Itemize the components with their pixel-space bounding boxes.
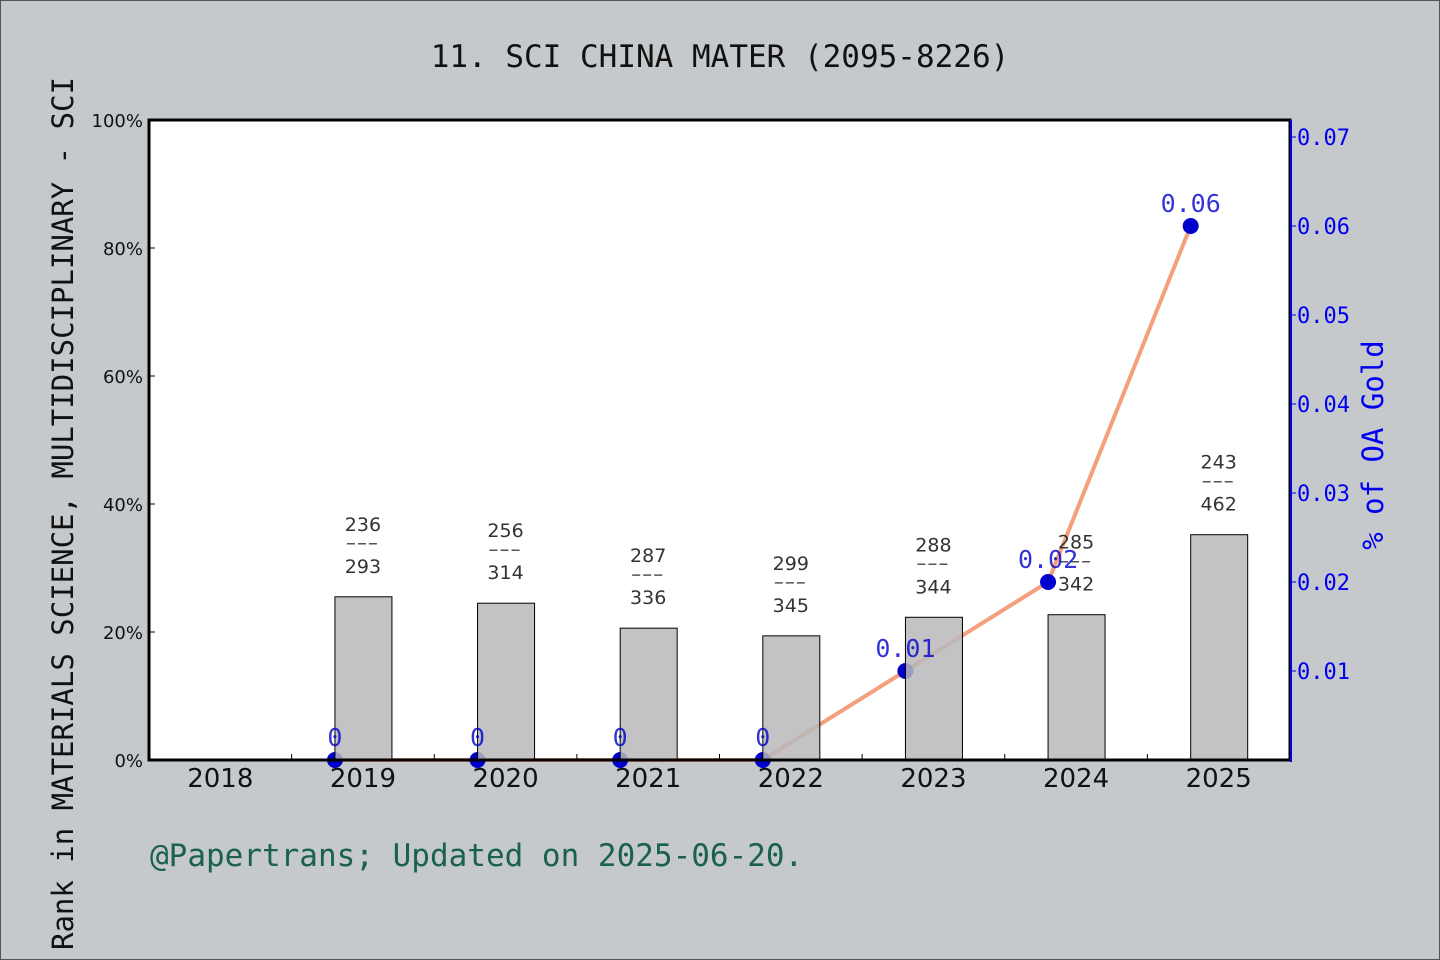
y2-tick-label: 0.06 — [1297, 215, 1350, 240]
rank-label: 256 — [487, 520, 523, 542]
y-tick-label: 20% — [103, 623, 143, 644]
oa-gold-point — [1040, 574, 1057, 590]
y-tick-label: 60% — [103, 367, 143, 388]
x-tick-label: 2021 — [615, 764, 681, 794]
y-tick-label: 100% — [92, 111, 143, 132]
y2-tick-label: 0.03 — [1297, 482, 1350, 507]
rank-bar — [762, 635, 821, 761]
oa-gold-value-label: 0.06 — [1161, 189, 1221, 218]
rank-label: 243 — [1201, 452, 1237, 474]
x-tick-label: 2019 — [330, 764, 396, 794]
rank-label: 299 — [773, 553, 809, 575]
oa-gold-value-label: 0 — [327, 723, 342, 752]
x-tick-label: 2022 — [758, 764, 824, 794]
oa-gold-value-label: 0.01 — [875, 634, 935, 663]
chart-title: 11. SCI CHINA MATER (2095-8226) — [431, 39, 1010, 75]
rank-label: 285 — [1058, 532, 1094, 554]
y-tick-label: 40% — [103, 495, 143, 516]
rank-bar — [904, 616, 963, 761]
y2-tick-label: 0.05 — [1297, 304, 1350, 329]
rank-label: 287 — [630, 545, 666, 567]
oa-gold-value-label: 0 — [470, 723, 485, 752]
total-label: 336 — [630, 587, 666, 609]
rank-bar — [477, 602, 536, 761]
rank-bar — [619, 627, 678, 761]
y2-tick-label: 0.07 — [1297, 126, 1350, 151]
rank-label: 236 — [345, 514, 381, 536]
x-tick-label: 2024 — [1043, 764, 1109, 794]
total-label: 293 — [345, 556, 381, 578]
rank-bar — [334, 596, 393, 761]
y-tick-label: 80% — [103, 239, 143, 260]
total-label: 345 — [773, 595, 809, 617]
rank-label: 288 — [915, 534, 951, 556]
footer-credit: @Papertrans; Updated on 2025-06-20. — [150, 838, 803, 874]
y2-axis-label: % of OA Gold — [1356, 340, 1390, 550]
total-label: 344 — [915, 576, 951, 598]
oa-gold-value-label: 0.02 — [1018, 545, 1078, 574]
total-label: 342 — [1058, 574, 1094, 596]
y2-tick-label: 0.02 — [1297, 571, 1350, 596]
rank-bar — [1190, 534, 1249, 761]
x-tick-label: 2020 — [472, 764, 538, 794]
total-label: 462 — [1201, 494, 1237, 516]
x-tick-label: 2023 — [900, 764, 966, 794]
y2-tick-label: 0.04 — [1297, 393, 1350, 418]
y-axis-label: Rank in MATERIALS SCIENCE, MULTIDISCIPLI… — [46, 77, 80, 950]
plot-area — [149, 120, 1290, 760]
y-tick-label: 0% — [114, 751, 143, 772]
oa-gold-value-label: 0 — [613, 723, 628, 752]
oa-gold-value-label: 0 — [755, 723, 770, 752]
x-tick-label: 2018 — [187, 764, 253, 794]
x-tick-label: 2025 — [1186, 764, 1252, 794]
rank-bar — [1047, 614, 1106, 761]
total-label: 314 — [487, 562, 523, 584]
oa-gold-point — [1182, 218, 1199, 234]
y2-tick-label: 0.01 — [1297, 660, 1350, 685]
